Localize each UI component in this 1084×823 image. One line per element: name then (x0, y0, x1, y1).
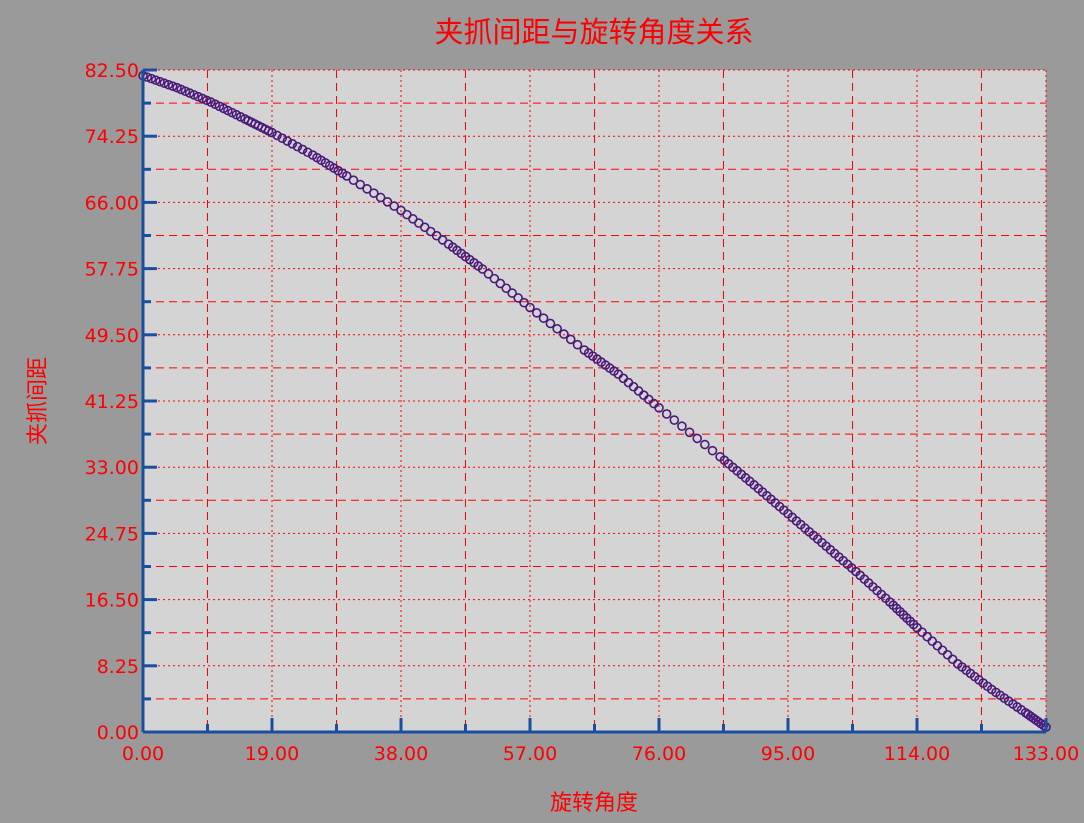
data-point (341, 171, 352, 181)
data-point (489, 273, 500, 284)
data-point (362, 184, 372, 194)
data-point (159, 78, 170, 88)
data-point (277, 133, 287, 144)
series (138, 70, 1051, 732)
data-point (661, 409, 672, 419)
x-tick-label: 114.00 (884, 743, 950, 765)
data-point (565, 334, 576, 345)
data-point (692, 433, 702, 444)
data-point (513, 293, 523, 303)
data-point (559, 329, 569, 339)
data-point (167, 81, 178, 91)
data-point (700, 439, 710, 450)
data-point (146, 73, 157, 84)
data-point (348, 175, 359, 186)
data-point (150, 75, 161, 85)
x-tick-label: 76.00 (632, 743, 686, 765)
y-tick-label: 16.50 (85, 590, 139, 612)
data-point (302, 147, 313, 158)
x-tick-label: 133.00 (1013, 743, 1079, 765)
data-point (282, 136, 293, 146)
y-tick-label: 24.75 (85, 523, 139, 545)
data-point (297, 144, 308, 155)
y-tick-label: 33.00 (85, 457, 139, 479)
data-point (531, 308, 542, 318)
x-axis-label: 旋转角度 (550, 791, 638, 816)
data-point (163, 79, 174, 90)
data-point (677, 421, 687, 431)
data-point (355, 179, 366, 190)
y-tick-label: 66.00 (85, 192, 139, 214)
data-point (287, 139, 298, 149)
data-point (572, 339, 583, 350)
data-point (538, 313, 549, 323)
data-point (654, 403, 664, 413)
data-point (389, 201, 400, 211)
x-tick-label: 95.00 (761, 743, 815, 765)
data-point (501, 283, 512, 294)
y-tick-label: 0.00 (97, 722, 139, 744)
x-tick-label: 57.00 (503, 743, 557, 765)
data-point (155, 76, 165, 87)
y-tick-label: 49.50 (85, 325, 139, 347)
data-point (477, 264, 488, 274)
data-point (272, 130, 282, 141)
y-tick-label: 57.75 (85, 259, 139, 281)
x-tick-label: 0.00 (122, 743, 164, 765)
data-point (669, 415, 680, 425)
x-tick-label: 19.00 (245, 743, 299, 765)
data-point (545, 318, 556, 329)
chart-title: 夹抓间距与旋转角度关系 (434, 15, 753, 49)
data-point (552, 323, 562, 334)
y-tick-label: 82.50 (85, 60, 139, 82)
y-axis-label: 夹抓间距 (26, 357, 51, 445)
y-tick-label: 8.25 (97, 656, 139, 678)
data-point (684, 427, 695, 438)
ticks: 0.00 19.00 38.00 57.00 76.00 95.00 114.00 133.0… (85, 60, 1080, 765)
data-point (375, 192, 386, 203)
y-tick-label: 41.25 (85, 391, 139, 413)
data-point (369, 188, 379, 198)
data-point (525, 302, 535, 313)
data-point (267, 127, 277, 138)
data-point (495, 278, 506, 289)
x-tick-label: 38.00 (374, 743, 428, 765)
data-point (519, 297, 529, 308)
data-point (483, 269, 494, 279)
data-point (382, 196, 393, 207)
data-point (707, 445, 718, 456)
data-point (507, 288, 517, 298)
y-tick-label: 74.25 (85, 126, 139, 148)
data-point (292, 141, 303, 152)
grid (143, 69, 1047, 732)
